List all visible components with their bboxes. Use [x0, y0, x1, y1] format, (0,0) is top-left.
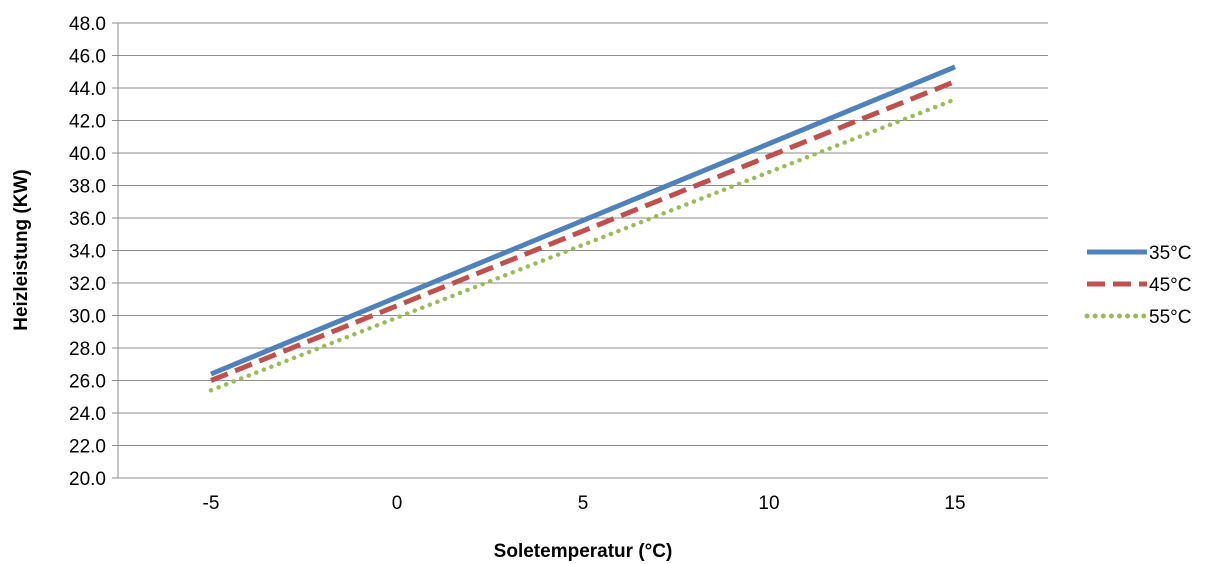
y-tick-label: 46.0 [69, 47, 106, 68]
x-tick-label: -5 [203, 493, 220, 514]
series-line-55C [208, 97, 958, 393]
y-tick-label: 26.0 [69, 372, 106, 393]
x-tick-label: 0 [392, 493, 403, 514]
y-axis-title: Heizleistung (KW) [11, 169, 32, 331]
gridlines [112, 22, 1048, 479]
y-tick-label: 24.0 [69, 404, 106, 425]
series-line-35C [210, 64, 956, 377]
y-tick-label: 48.0 [69, 14, 106, 35]
y-tick-label: 38.0 [69, 177, 106, 198]
series-line-45C [210, 79, 956, 383]
x-tick-label: 10 [758, 493, 779, 514]
y-tick-label: 36.0 [69, 209, 106, 230]
legend: 35°C 45°C 55°C [1084, 243, 1191, 328]
legend-label: 45°C [1149, 275, 1191, 296]
y-tick-label: 42.0 [69, 112, 106, 133]
y-tick-label: 34.0 [69, 242, 106, 263]
legend-label: 55°C [1149, 307, 1191, 328]
series-lines [208, 64, 958, 393]
x-axis-title: Soletemperatur (°C) [494, 541, 673, 562]
x-tick-label: 5 [578, 493, 589, 514]
y-tick-label: 44.0 [69, 79, 106, 100]
y-tick-label: 40.0 [69, 144, 106, 165]
x-tick-label: 15 [944, 493, 965, 514]
legend-label: 35°C [1149, 243, 1191, 264]
tick-labels: 20.0 22.0 24.0 26.0 28.0 30.0 32.0 34.0 36.0 38.0… [69, 14, 966, 514]
y-tick-label: 28.0 [69, 339, 106, 360]
y-tick-label: 22.0 [69, 437, 106, 458]
y-tick-label: 32.0 [69, 274, 106, 295]
y-tick-label: 30.0 [69, 307, 106, 328]
y-tick-label: 20.0 [69, 469, 106, 490]
